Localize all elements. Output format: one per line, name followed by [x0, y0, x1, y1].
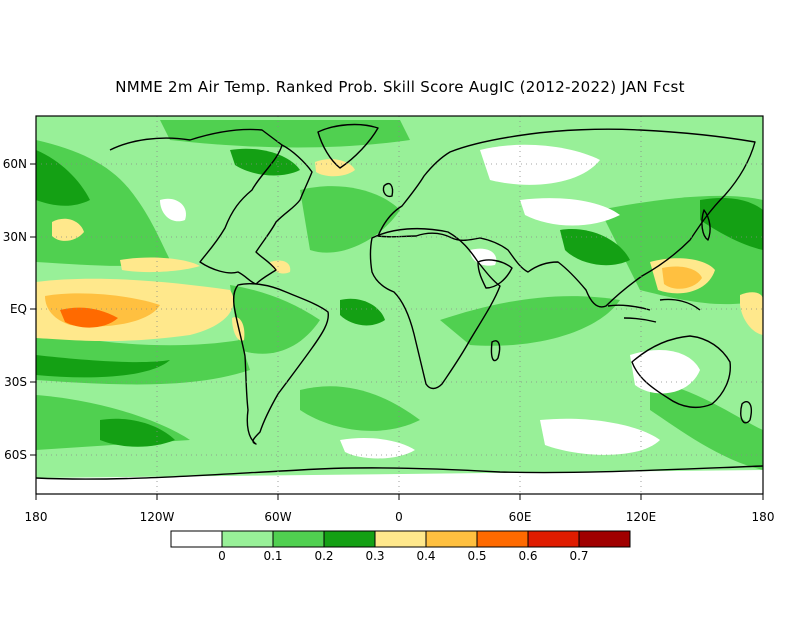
lon-label: 180: [752, 510, 775, 524]
colorbar-label: 0.3: [365, 549, 384, 563]
sahel-yellow: [740, 292, 763, 335]
colorbar-label: 0.7: [569, 549, 588, 563]
lat-label: 30N: [3, 230, 27, 244]
chart-title: NMME 2m Air Temp. Ranked Prob. Skill Sco…: [115, 78, 685, 96]
new-zealand-coast: [740, 401, 752, 424]
lon-label: 120E: [626, 510, 657, 524]
colorbar-swatch: [578, 530, 631, 548]
africa-coast: [369, 227, 501, 390]
colorbar-swatch: [170, 530, 223, 548]
colorbar-swatch: [374, 530, 427, 548]
colorbar-swatch: [476, 530, 529, 548]
maritime-orange: [662, 266, 702, 289]
field-dark-green: [36, 148, 763, 447]
north-america-coast: [109, 128, 313, 285]
map-field: [36, 116, 763, 494]
antarctica-coast: [36, 465, 763, 480]
australia-coast: [631, 335, 731, 409]
eurasia-coast: [377, 128, 756, 308]
north-pacific-yellow: [52, 218, 84, 241]
madagascar-coast: [490, 340, 501, 362]
lon-label: 180: [25, 510, 48, 524]
uk-coast: [382, 182, 394, 198]
colorbar-swatch: [272, 530, 325, 548]
axis-ticks: [30, 163, 764, 500]
lat-label: 30S: [4, 375, 27, 389]
east-pacific-yellow: [120, 257, 200, 273]
colorbar-label: 0: [218, 549, 226, 563]
lat-label: 60N: [3, 157, 27, 171]
japan-coast: [701, 209, 711, 241]
south-america-coast: [232, 283, 329, 445]
latitude-labels: 60N 30N EQ 30S 60S: [3, 157, 27, 462]
pacific-red: [60, 307, 118, 328]
colorbar-label: 0.6: [518, 549, 537, 563]
colorbar: 0 0.1 0.2 0.3 0.4 0.5 0.6 0.7: [170, 530, 631, 563]
colorbar-label: 0.5: [467, 549, 486, 563]
longitude-labels: 180 120W 60W 0 60E 120E 180: [25, 510, 775, 524]
north-atlantic-yellow: [315, 159, 355, 177]
arabia-coast: [477, 259, 513, 289]
colorbar-swatch: [221, 530, 274, 548]
colorbar-swatch: [323, 530, 376, 548]
lat-label: 60S: [4, 448, 27, 462]
field-warm: [36, 159, 763, 342]
colorbar-swatch: [527, 530, 580, 548]
lon-label: 0: [395, 510, 403, 524]
colorbar-label: 0.4: [416, 549, 435, 563]
field-white: [36, 144, 763, 494]
lon-label: 60E: [509, 510, 532, 524]
gridlines: [36, 116, 763, 494]
colorbar-label: 0.1: [263, 549, 282, 563]
lon-label: 60W: [264, 510, 291, 524]
coastlines: [36, 123, 763, 480]
colorbar-swatch: [425, 530, 478, 548]
colorbar-label: 0.2: [314, 549, 333, 563]
lon-label: 120W: [140, 510, 175, 524]
greenland-coast: [317, 123, 379, 169]
lat-label: EQ: [10, 302, 27, 316]
